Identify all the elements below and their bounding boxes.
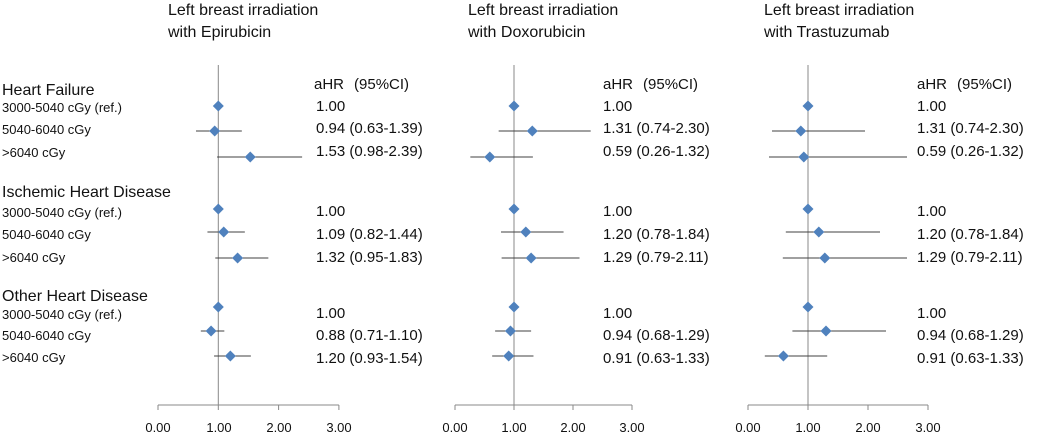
hr-point-marker: [209, 125, 221, 137]
hr-point-marker: [820, 325, 832, 337]
group-label-ischemic-heart-disease: Ischemic Heart Disease: [2, 184, 171, 201]
hr-point-marker: [212, 100, 224, 112]
hr-point-marker: [798, 151, 810, 163]
hr-point-marker: [232, 252, 244, 264]
hr-point-marker: [244, 151, 256, 163]
x-tick-label: 3.00: [326, 420, 352, 435]
hr-value: 1.32 (0.95-1.83): [316, 249, 423, 266]
hr-point-marker: [777, 350, 789, 362]
hr-value: 0.88 (0.71-1.10): [316, 327, 423, 344]
row-label: >6040 cGy: [2, 250, 66, 265]
hr-value: 1.00: [603, 98, 633, 115]
x-tick-label: 0.00: [442, 420, 468, 435]
x-tick-label: 1.00: [501, 420, 527, 435]
hr-value: 1.20 (0.78-1.84): [917, 226, 1024, 243]
hr-value: 1.20 (0.93-1.54): [316, 350, 423, 367]
hr-value: 1.29 (0.79-2.11): [917, 249, 1023, 266]
hr-value: 1.20 (0.78-1.84): [603, 226, 710, 243]
row-label: >6040 cGy: [2, 350, 66, 365]
hr-point-marker: [218, 226, 230, 238]
hr-value: 0.91 (0.63-1.33): [917, 350, 1024, 367]
panel-2-header: aHR (95%CI): [603, 76, 699, 93]
hr-point-marker: [212, 203, 224, 215]
hr-point-marker: [503, 350, 515, 362]
hr-point-marker: [526, 125, 538, 137]
hr-point-marker: [484, 151, 496, 163]
panel-1-header: aHR (95%CI): [314, 76, 410, 93]
hr-point-marker: [508, 100, 520, 112]
hr-point-marker: [802, 100, 814, 112]
hr-value: 1.00: [603, 203, 633, 220]
hr-point-marker: [802, 301, 814, 313]
x-tick-label: 2.00: [266, 420, 292, 435]
group-label-other-heart-disease: Other Heart Disease: [2, 288, 148, 305]
hr-value: 1.00: [917, 98, 947, 115]
panel-2-title: Left breast irradiation with Doxorubicin: [468, 2, 619, 41]
x-tick-label: 1.00: [206, 420, 232, 435]
hr-value: 1.31 (0.74-2.30): [917, 120, 1024, 137]
hr-point-marker: [525, 252, 537, 264]
x-tick-label: 0.00: [735, 420, 761, 435]
hr-value: 1.29 (0.79-2.11): [603, 249, 709, 266]
x-tick-label: 2.00: [855, 420, 881, 435]
hr-value: 1.00: [316, 203, 346, 220]
row-label: 3000-5040 cGy (ref.): [2, 307, 122, 322]
hr-point-marker: [508, 203, 520, 215]
panel-3-header: aHR (95%CI): [917, 76, 1013, 93]
hr-value: 1.53 (0.98-2.39): [316, 143, 423, 160]
hr-value: 1.00: [603, 305, 633, 322]
hr-value: 1.00: [316, 305, 346, 322]
hr-point-marker: [795, 125, 807, 137]
x-tick-label: 1.00: [795, 420, 821, 435]
hr-value: 0.94 (0.68-1.29): [603, 327, 710, 344]
hr-point-marker: [205, 325, 217, 337]
hr-point-marker: [508, 301, 520, 313]
hr-value: 0.91 (0.63-1.33): [603, 350, 710, 367]
hr-value: 1.00: [316, 98, 346, 115]
hr-point-marker: [224, 350, 236, 362]
hr-point-marker: [819, 252, 831, 264]
hr-point-marker: [802, 203, 814, 215]
x-tick-label: 2.00: [560, 420, 586, 435]
group-label-heart-failure: Heart Failure: [2, 82, 95, 99]
row-label: 5040-6040 cGy: [2, 122, 91, 137]
hr-point-marker: [813, 226, 825, 238]
hr-value: 1.00: [917, 305, 947, 322]
hr-value: 1.31 (0.74-2.30): [603, 120, 710, 137]
hr-value: 0.94 (0.63-1.39): [316, 120, 423, 137]
panel-1-title: Left breast irradiation with Epirubicin: [168, 2, 319, 41]
row-label: >6040 cGy: [2, 145, 66, 160]
hr-value: 0.94 (0.68-1.29): [917, 327, 1024, 344]
panel-3-title: Left breast irradiation with Trastuzumab: [764, 2, 915, 41]
x-tick-label: 3.00: [915, 420, 941, 435]
hr-point-marker: [504, 325, 516, 337]
hr-point-marker: [212, 301, 224, 313]
row-label: 3000-5040 cGy (ref.): [2, 205, 122, 220]
hr-value: 1.09 (0.82-1.44): [316, 226, 423, 243]
hr-point-marker: [520, 226, 532, 238]
row-label: 5040-6040 cGy: [2, 227, 91, 242]
x-tick-label: 3.00: [619, 420, 645, 435]
hr-value: 0.59 (0.26-1.32): [917, 143, 1024, 160]
row-label: 5040-6040 cGy: [2, 328, 91, 343]
hr-value: 1.00: [917, 203, 947, 220]
hr-value: 0.59 (0.26-1.32): [603, 143, 710, 160]
x-tick-label: 0.00: [145, 420, 171, 435]
row-label: 3000-5040 cGy (ref.): [2, 100, 122, 115]
